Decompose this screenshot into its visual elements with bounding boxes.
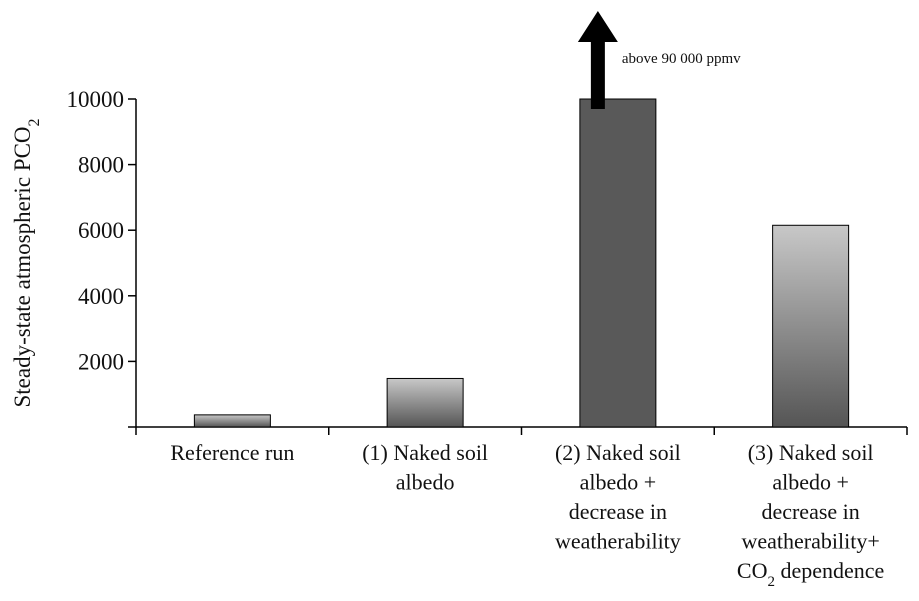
bar [193,414,271,428]
bars [193,98,850,428]
annotation: above 90 000 ppmv [577,11,741,109]
x-axis: Reference run (1) Naked soil albedo (2) Nak… [135,426,908,590]
x-tick-label-line: albedo + [772,470,849,495]
y-axis: 2000 4000 6000 8000 10000 [67,87,137,428]
bar [579,98,657,428]
y-tick-label: 6000 [78,218,124,243]
y-tick-label: 4000 [78,284,124,309]
x-tick-label-line: weatherability [555,529,681,554]
y-axis-title: Steady-state atmospheric PCO2 [10,118,43,407]
x-tick-label-line: albedo + [580,470,657,495]
y-tick-label: 8000 [78,153,124,178]
x-tick-label-line: albedo [396,470,455,495]
up-arrow-icon [577,11,618,109]
annotation-text: above 90 000 ppmv [622,51,741,67]
y-tick-label: 2000 [78,349,124,374]
x-tick-label-line: (3) Naked soil [748,440,874,465]
x-tick-label: Reference run [170,440,294,465]
x-tick-label-line: CO2 dependence [737,558,884,590]
x-tick-label: (3) Naked soil albedo + decrease in weather… [737,440,884,590]
x-tick-label-line: Reference run [170,440,294,465]
bar [772,224,850,428]
x-tick-label: (1) Naked soil albedo [362,440,488,495]
x-tick-label-line: decrease in [569,499,667,524]
x-tick-label-line: decrease in [761,499,859,524]
x-tick-label-line: weatherability+ [742,529,880,554]
y-tick-label: 10000 [67,87,125,112]
x-tick-label-line: (1) Naked soil [362,440,488,465]
x-tick-label-line: (2) Naked soil [555,440,681,465]
bar [386,377,464,428]
x-tick-label: (2) Naked soil albedo + decrease in weather… [555,440,681,554]
y-axis-title-text: Steady-state atmospheric PCO2 [10,118,43,407]
